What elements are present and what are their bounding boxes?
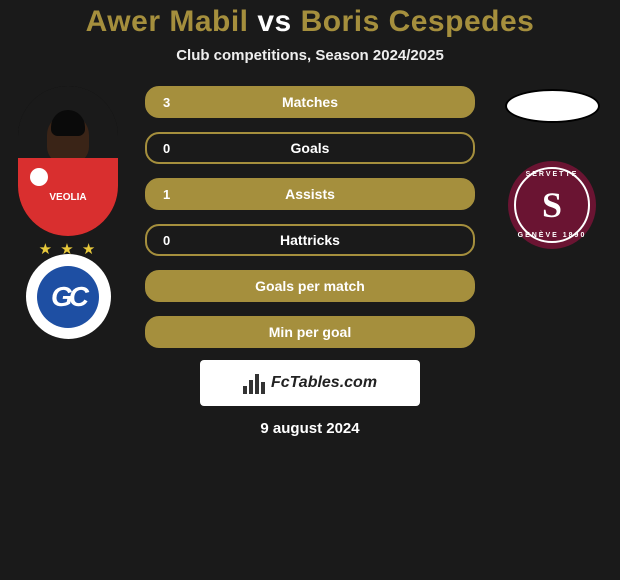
player1-club-badge: ★ ★ ★ GC bbox=[18, 254, 118, 339]
fctables-logo-icon bbox=[243, 372, 265, 394]
stats-list: 3 Matches 0 Goals 1 Assists 0 Hattricks … bbox=[128, 86, 492, 348]
stat-label: Min per goal bbox=[269, 324, 351, 340]
date-label: 9 august 2024 bbox=[0, 420, 620, 437]
page-title: Awer Mabil vs Boris Cespedes bbox=[0, 5, 620, 39]
stat-label: Goals per match bbox=[255, 278, 365, 294]
club2-text-top: SERVETTE bbox=[526, 171, 579, 178]
title-vs: vs bbox=[257, 5, 291, 38]
stat-row-goals: 0 Goals bbox=[145, 132, 475, 164]
stat-label: Goals bbox=[291, 140, 330, 156]
title-player2: Boris Cespedes bbox=[301, 5, 535, 38]
stat-row-matches: 3 Matches bbox=[145, 86, 475, 118]
player2-club-badge: SERVETTE S GENÈVE 1890 bbox=[502, 162, 602, 247]
club2-text-bottom: GENÈVE 1890 bbox=[518, 232, 587, 239]
player1-head bbox=[47, 114, 89, 164]
jersey-badge-icon bbox=[30, 168, 48, 186]
stat-value: 3 bbox=[163, 95, 170, 110]
stat-value: 0 bbox=[163, 141, 170, 156]
stat-value: 1 bbox=[163, 187, 170, 202]
stat-row-hattricks: 0 Hattricks bbox=[145, 224, 475, 256]
blank-ellipse-icon bbox=[505, 89, 600, 123]
player1-photo: VEOLIA bbox=[18, 86, 118, 236]
stat-label: Matches bbox=[282, 94, 338, 110]
title-player1: Awer Mabil bbox=[86, 5, 249, 38]
stat-label: Hattricks bbox=[280, 232, 340, 248]
stat-label: Assists bbox=[285, 186, 335, 202]
club1-letters: GC bbox=[51, 281, 85, 313]
watermark[interactable]: FcTables.com bbox=[200, 360, 420, 406]
player2-photo-placeholder bbox=[502, 86, 602, 126]
stat-row-gpm: Goals per match bbox=[145, 270, 475, 302]
stat-row-mpg: Min per goal bbox=[145, 316, 475, 348]
stat-row-assists: 1 Assists bbox=[145, 178, 475, 210]
subtitle: Club competitions, Season 2024/2025 bbox=[0, 47, 620, 64]
jersey-sponsor: VEOLIA bbox=[18, 192, 118, 203]
stat-value: 0 bbox=[163, 233, 170, 248]
watermark-text: FcTables.com bbox=[271, 374, 377, 392]
